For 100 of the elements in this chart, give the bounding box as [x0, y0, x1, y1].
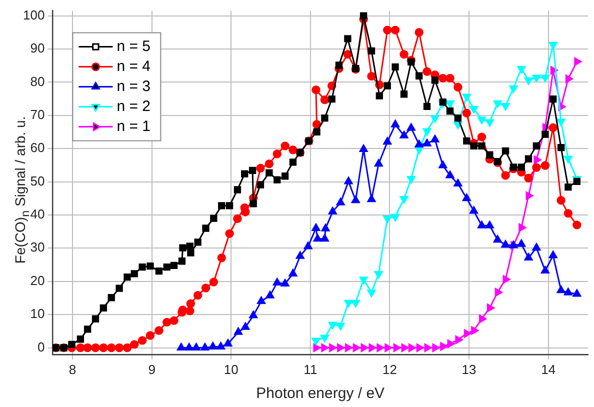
point: [249, 310, 258, 318]
point: [320, 234, 329, 242]
point: [400, 130, 408, 138]
point: [351, 300, 360, 308]
point: [406, 123, 416, 131]
point: [534, 156, 542, 164]
y-tick-label: 70: [30, 106, 45, 122]
point: [383, 137, 392, 145]
point: [462, 94, 471, 102]
point: [532, 74, 541, 82]
y-tick-label: 100: [22, 7, 45, 22]
x-tick-label: 12: [382, 362, 397, 377]
point: [234, 327, 242, 335]
point: [360, 344, 368, 352]
point: [391, 120, 400, 128]
point: [430, 115, 440, 123]
point: [501, 240, 510, 248]
point: [337, 344, 345, 352]
point: [184, 343, 194, 351]
point: [216, 342, 226, 350]
x-tick-label: 14: [541, 362, 556, 377]
x-tick-label: 8: [68, 362, 76, 377]
point: [414, 140, 424, 148]
legend-label: n = 4: [116, 58, 150, 75]
point: [524, 77, 533, 85]
legend-label: n = 5: [116, 38, 150, 55]
point: [486, 304, 494, 312]
x-axis-title: Photon energy / eV: [256, 385, 385, 402]
point: [464, 329, 472, 338]
x-tick-label: 9: [148, 362, 156, 377]
point: [328, 322, 337, 330]
point: [494, 288, 502, 297]
y-tick-label: 0: [37, 339, 45, 354]
y-tick-label: 60: [30, 140, 45, 156]
x-tick-label: 10: [224, 362, 238, 377]
point: [359, 144, 368, 152]
point: [540, 266, 550, 274]
point: [224, 339, 232, 347]
point: [517, 239, 526, 247]
legend-label: n = 2: [116, 98, 150, 115]
point: [367, 290, 376, 298]
point: [313, 234, 322, 242]
point: [406, 176, 416, 184]
point: [478, 314, 486, 324]
point: [485, 119, 494, 127]
point: [192, 343, 200, 351]
point: [470, 206, 478, 214]
point: [422, 138, 432, 146]
point: [532, 243, 541, 251]
point: [548, 42, 558, 50]
point: [304, 242, 312, 250]
point: [564, 288, 572, 296]
point: [565, 74, 573, 84]
point: [200, 343, 210, 351]
x-tick-label: 13: [462, 362, 476, 377]
point: [438, 160, 448, 168]
point: [272, 278, 282, 286]
point: [416, 344, 424, 352]
point: [313, 344, 321, 352]
point: [374, 270, 383, 278]
point: [257, 296, 266, 304]
point: [328, 206, 337, 214]
point: [408, 344, 416, 352]
y-tick-label: 20: [30, 272, 45, 288]
point: [344, 176, 353, 184]
point: [550, 66, 558, 74]
point: [502, 275, 510, 284]
point: [391, 214, 400, 222]
point: [447, 340, 455, 348]
point: [208, 342, 218, 350]
point: [548, 250, 558, 258]
point: [176, 343, 186, 351]
point: [540, 74, 550, 82]
point: [368, 344, 376, 352]
point: [462, 194, 471, 202]
point: [384, 344, 392, 352]
point: [424, 344, 432, 352]
point: [288, 268, 298, 276]
point: [321, 224, 330, 232]
point: [454, 179, 462, 187]
point: [572, 289, 582, 297]
point: [493, 235, 502, 243]
point: [430, 134, 440, 142]
legend-label: n = 3: [116, 78, 150, 95]
y-tick-label: 30: [30, 240, 45, 255]
point: [518, 223, 526, 232]
point: [493, 100, 502, 108]
point: [367, 194, 376, 202]
point: [574, 57, 582, 66]
point: [344, 300, 353, 308]
point: [556, 286, 566, 294]
point: [446, 170, 454, 178]
point: [478, 220, 486, 228]
point: [509, 85, 518, 93]
point: [524, 253, 533, 261]
point: [526, 192, 534, 200]
point: [344, 344, 352, 352]
point: [455, 336, 463, 344]
point: [440, 342, 448, 351]
point: [321, 344, 329, 352]
